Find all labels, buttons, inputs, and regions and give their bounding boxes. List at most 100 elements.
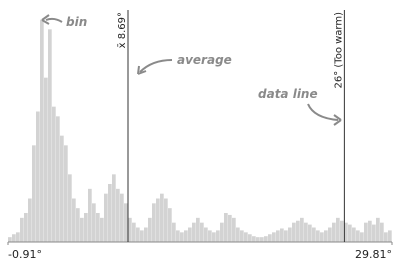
average-arrow — [139, 59, 173, 73]
bar — [148, 217, 152, 242]
bar — [216, 230, 220, 242]
bar — [380, 222, 384, 242]
bar — [376, 217, 380, 242]
bar — [348, 224, 352, 242]
bar — [108, 184, 112, 242]
bar — [136, 227, 140, 242]
bar — [224, 213, 228, 242]
bar — [60, 135, 64, 242]
bar — [64, 145, 68, 242]
bar — [264, 236, 268, 242]
x-tick-label: 29.81° — [355, 248, 392, 261]
bar — [252, 236, 256, 242]
bar — [240, 230, 244, 242]
bar — [196, 217, 200, 242]
bar — [20, 217, 24, 242]
annotation: data line — [258, 87, 318, 101]
bar — [272, 232, 276, 242]
bar — [84, 213, 88, 242]
bar — [188, 227, 192, 242]
annotation: average — [177, 53, 232, 67]
bar — [56, 116, 60, 242]
bar — [340, 220, 344, 242]
bar — [52, 106, 56, 243]
x-tick-label: -0.91° — [8, 248, 42, 261]
bar — [268, 234, 272, 242]
bar — [304, 222, 308, 242]
bar — [208, 230, 212, 242]
bars — [8, 19, 392, 243]
bar — [288, 227, 292, 242]
bar — [236, 227, 240, 242]
bar — [344, 222, 348, 242]
bar — [296, 220, 300, 242]
bar — [144, 227, 148, 242]
bar — [248, 234, 252, 242]
bar — [168, 208, 172, 242]
bar — [360, 232, 364, 242]
bar — [24, 213, 28, 242]
bar — [328, 227, 332, 242]
bar — [88, 188, 92, 242]
bar — [164, 198, 168, 242]
bar — [256, 237, 260, 242]
bar — [92, 203, 96, 242]
bin-arrowhead — [41, 14, 50, 25]
bar — [388, 230, 392, 242]
bar — [140, 230, 144, 242]
bar — [72, 198, 76, 242]
bar — [40, 19, 44, 242]
bar — [204, 227, 208, 242]
bar — [8, 237, 12, 242]
bar — [152, 203, 156, 242]
bar — [260, 237, 264, 242]
bar — [364, 222, 368, 242]
bar — [300, 217, 304, 242]
bar — [180, 232, 184, 242]
bar — [220, 222, 224, 242]
bar — [48, 29, 52, 243]
bar — [124, 203, 128, 242]
bar — [356, 230, 360, 242]
bar — [336, 217, 340, 242]
data-line-arrowhead — [333, 114, 342, 126]
bar — [104, 193, 108, 242]
bar — [352, 227, 356, 242]
bar — [132, 222, 136, 242]
bar — [312, 227, 316, 242]
bar — [68, 174, 72, 242]
bar — [96, 213, 100, 242]
bar — [160, 193, 164, 242]
bar — [280, 228, 284, 242]
data-line-arrow — [307, 103, 339, 121]
bar — [120, 193, 124, 242]
bar — [44, 77, 48, 243]
reference-label: x̄ 8.69° — [117, 12, 128, 48]
bar — [80, 217, 84, 242]
bar — [156, 198, 160, 242]
annotation: bin — [66, 15, 87, 29]
bar — [172, 222, 176, 242]
bar — [276, 230, 280, 242]
bar — [32, 145, 36, 242]
bar — [320, 232, 324, 242]
bar — [36, 111, 40, 242]
bar — [384, 232, 388, 242]
bar — [232, 217, 236, 242]
bar — [128, 217, 132, 242]
bar — [244, 232, 248, 242]
bar — [76, 208, 80, 242]
bin-arrow — [45, 17, 63, 23]
bar — [212, 232, 216, 242]
bar — [368, 220, 372, 242]
bar — [28, 198, 32, 242]
bar — [12, 234, 16, 242]
bar — [324, 230, 328, 242]
bar — [316, 230, 320, 242]
bar — [332, 222, 336, 242]
bar — [372, 224, 376, 242]
bar — [100, 217, 104, 242]
bar — [308, 224, 312, 242]
reference-label: 26° (Too warm) — [333, 12, 344, 89]
